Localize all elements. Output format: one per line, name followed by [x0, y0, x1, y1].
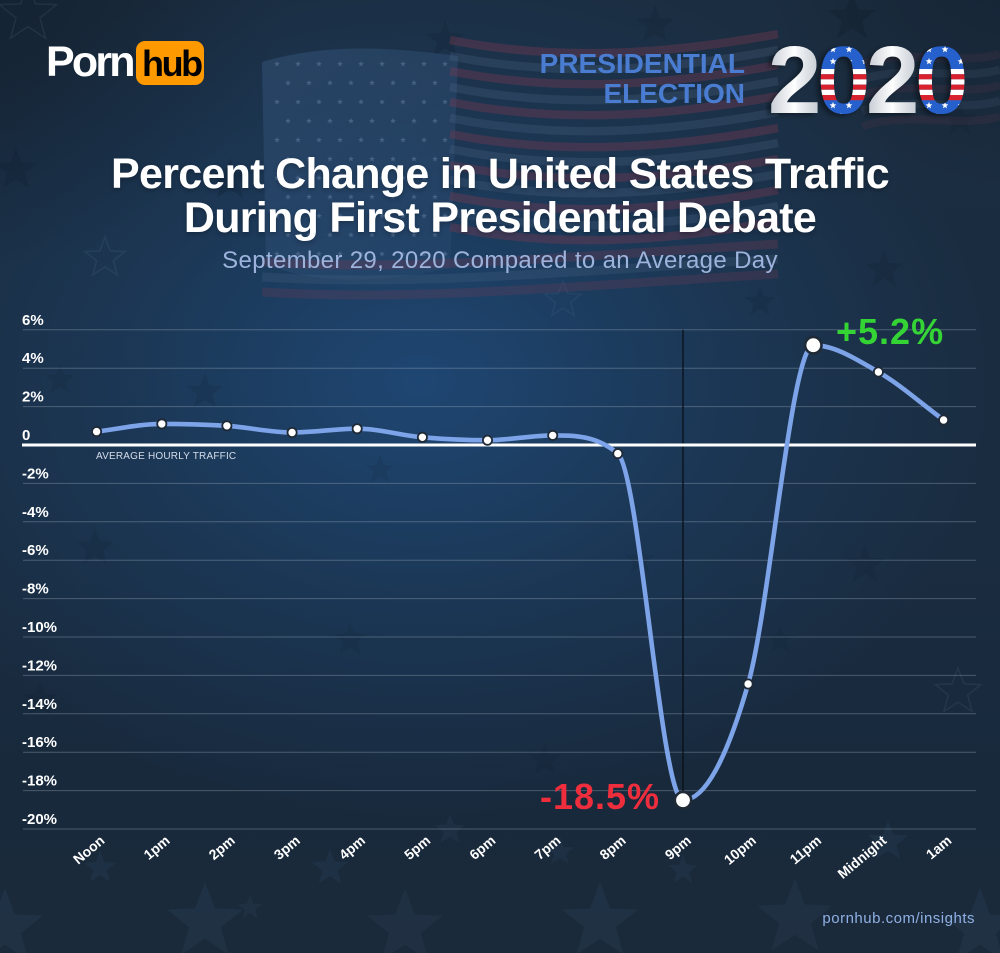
- svg-text:2%: 2%: [22, 389, 44, 406]
- svg-text:1am: 1am: [923, 832, 955, 862]
- svg-text:6%: 6%: [22, 312, 44, 329]
- svg-text:4%: 4%: [22, 350, 44, 367]
- svg-text:-2%: -2%: [22, 465, 49, 482]
- svg-text:-14%: -14%: [22, 696, 57, 713]
- svg-text:-8%: -8%: [22, 581, 49, 598]
- svg-text:-16%: -16%: [22, 734, 57, 751]
- svg-text:9pm: 9pm: [662, 832, 694, 863]
- svg-text:0: 0: [915, 36, 968, 131]
- svg-text:-12%: -12%: [22, 657, 57, 674]
- svg-text:-10%: -10%: [22, 619, 57, 636]
- svg-text:-18.5%: -18.5%: [540, 776, 660, 817]
- svg-text:8pm: 8pm: [596, 832, 628, 863]
- svg-text:2: 2: [768, 36, 821, 131]
- svg-text:6pm: 6pm: [466, 832, 498, 863]
- svg-text:Porn: Porn: [46, 38, 133, 86]
- svg-text:-6%: -6%: [22, 542, 49, 559]
- svg-text:AVERAGE HOURLY TRAFFIC: AVERAGE HOURLY TRAFFIC: [96, 451, 236, 462]
- svg-text:11pm: 11pm: [787, 832, 825, 867]
- svg-text:5pm: 5pm: [401, 832, 433, 863]
- svg-text:0: 0: [22, 427, 30, 444]
- svg-text:-18%: -18%: [22, 773, 57, 790]
- svg-text:2pm: 2pm: [205, 832, 237, 863]
- svg-text:10pm: 10pm: [721, 832, 759, 868]
- svg-text:-20%: -20%: [22, 811, 57, 828]
- svg-text:hub: hub: [142, 43, 202, 84]
- svg-text:-4%: -4%: [22, 504, 49, 521]
- svg-text:2: 2: [866, 36, 919, 131]
- svg-text:0: 0: [817, 36, 870, 131]
- svg-text:Midnight: Midnight: [834, 832, 889, 882]
- svg-text:1pm: 1pm: [140, 832, 172, 863]
- svg-text:pornhub.com/insights: pornhub.com/insights: [822, 910, 975, 927]
- svg-text:+5.2%: +5.2%: [836, 311, 944, 352]
- svg-text:3pm: 3pm: [271, 832, 303, 863]
- svg-text:7pm: 7pm: [531, 832, 563, 863]
- svg-text:4pm: 4pm: [336, 832, 368, 863]
- svg-text:Noon: Noon: [70, 832, 108, 867]
